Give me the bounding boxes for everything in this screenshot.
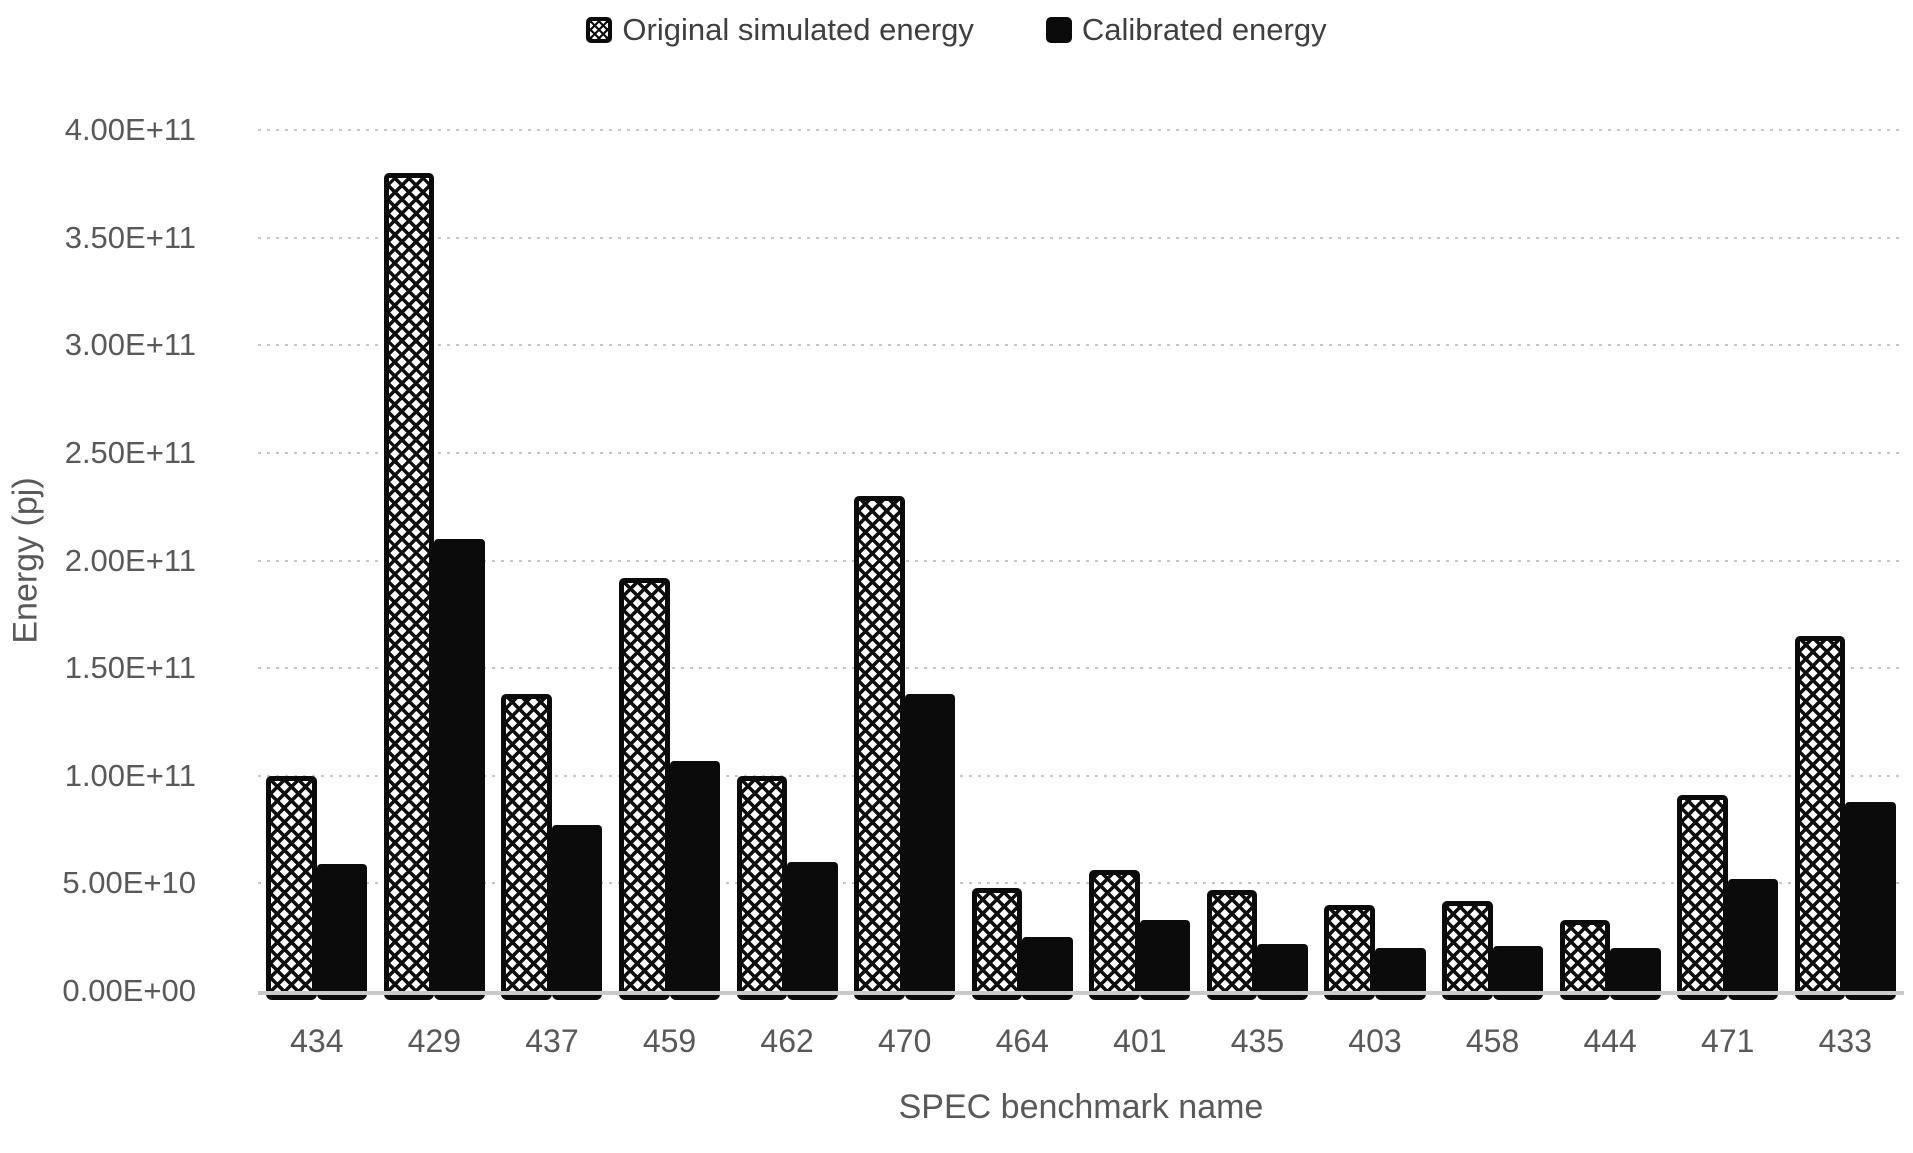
x-axis-title: SPEC benchmark name [898,1088,1264,1126]
bar-group-435 [1199,130,1317,1000]
bar-original-458 [1442,900,1493,1000]
bar-original-444 [1559,919,1611,1000]
bar-original-434 [266,775,317,1000]
bar-calibrated-437 [551,825,603,1000]
y-tick-label: 4.00E+11 [64,112,196,147]
bar-group-433 [1787,130,1905,1000]
bar-original-429 [383,173,435,1000]
bar-group-429 [376,130,494,1000]
gridline [258,559,1904,562]
bar-original-403 [1324,904,1375,1000]
legend-item-calibrated: Calibrated energy [1045,12,1327,48]
bar-calibrated-435 [1257,943,1308,1000]
x-tick-label-470: 470 [877,1023,932,1059]
y-tick-label: 2.50E+11 [64,434,196,470]
y-axis-tick-labels: 4.00E+11 3.50E+11 3.00E+11 2.50E+11 2.00E+11… [0,112,196,1008]
x-axis-line [258,991,1904,995]
x-tick-label-437: 437 [525,1023,579,1059]
x-tick-label-464: 464 [995,1023,1049,1059]
gridline [258,129,1904,131]
x-tick-label-435: 435 [1230,1023,1285,1059]
bar-original-470 [854,495,905,1000]
x-tick-label-462: 462 [760,1023,814,1059]
bar-group-462 [728,130,846,1000]
gridline [258,667,1904,670]
bar-original-435 [1206,889,1258,1000]
x-axis-tick-labels: 434 429 437 459 462 470 464 401 435 403 458 444 471 4… [258,1023,1904,1060]
x-tick-label-433: 433 [1818,1023,1872,1059]
y-tick-label: 0.00E+00 [62,973,196,1008]
gridline [258,882,1904,885]
x-tick-label-403: 403 [1348,1023,1402,1059]
bar-group-437 [493,130,611,1000]
bar-group-434 [258,130,376,1000]
x-tick-label-444: 444 [1583,1023,1637,1059]
bar-group-444 [1551,130,1669,1000]
legend: Original simulated energy Calibrated ene… [0,12,1913,48]
bar-group-458 [1434,130,1552,1000]
bar-calibrated-433 [1845,801,1896,1000]
bar-original-433 [1794,635,1846,1000]
bar-original-471 [1677,795,1728,1000]
bar-original-462 [736,775,788,1000]
bar-calibrated-462 [787,861,838,1000]
bar-group-464 [963,130,1081,1000]
y-tick-label: 5.00E+10 [62,865,196,901]
bar-original-459 [618,577,670,1000]
bar-group-471 [1669,130,1787,1000]
y-tick-label: 3.50E+11 [64,219,196,255]
bar-calibrated-470 [904,693,956,1000]
bar-original-464 [971,887,1023,1000]
gridline [258,774,1904,777]
plot-area [258,129,1905,1000]
bar-group-401 [1081,130,1199,1000]
solid-swatch-icon [1045,17,1072,43]
x-tick-label-459: 459 [642,1023,697,1059]
bar-calibrated-459 [669,760,721,1000]
y-tick-label: 2.00E+11 [64,542,196,578]
y-tick-label: 3.00E+11 [64,327,196,363]
bar-calibrated-401 [1139,919,1191,1000]
bar-calibrated-458 [1492,945,1544,1000]
y-tick-label: 1.50E+11 [64,650,196,686]
bar-calibrated-434 [316,864,368,1000]
bar-group-459 [611,130,729,1000]
x-tick-label-458: 458 [1465,1023,1520,1059]
bar-calibrated-471 [1727,879,1779,1000]
bar-original-401 [1089,870,1140,1000]
legend-item-original: Original simulated energy [586,12,974,48]
x-tick-label-401: 401 [1113,1023,1167,1059]
gridline [258,344,1904,347]
bar-groups [258,130,1905,1000]
x-tick-label-429: 429 [407,1023,462,1059]
x-tick-label-434: 434 [290,1023,344,1059]
bar-calibrated-464 [1022,937,1073,1000]
gridline [258,236,1904,239]
bar-original-437 [501,693,552,1000]
pattern-swatch-icon [586,17,613,43]
x-tick-label-471: 471 [1701,1023,1755,1059]
bar-group-403 [1316,130,1434,1000]
bar-calibrated-429 [434,538,485,1000]
gridline [258,451,1904,454]
bar-group-470 [846,130,964,1000]
legend-label-calibrated: Calibrated energy [1081,12,1327,47]
legend-label-original: Original simulated energy [622,12,974,47]
y-tick-label: 1.00E+11 [64,757,196,793]
